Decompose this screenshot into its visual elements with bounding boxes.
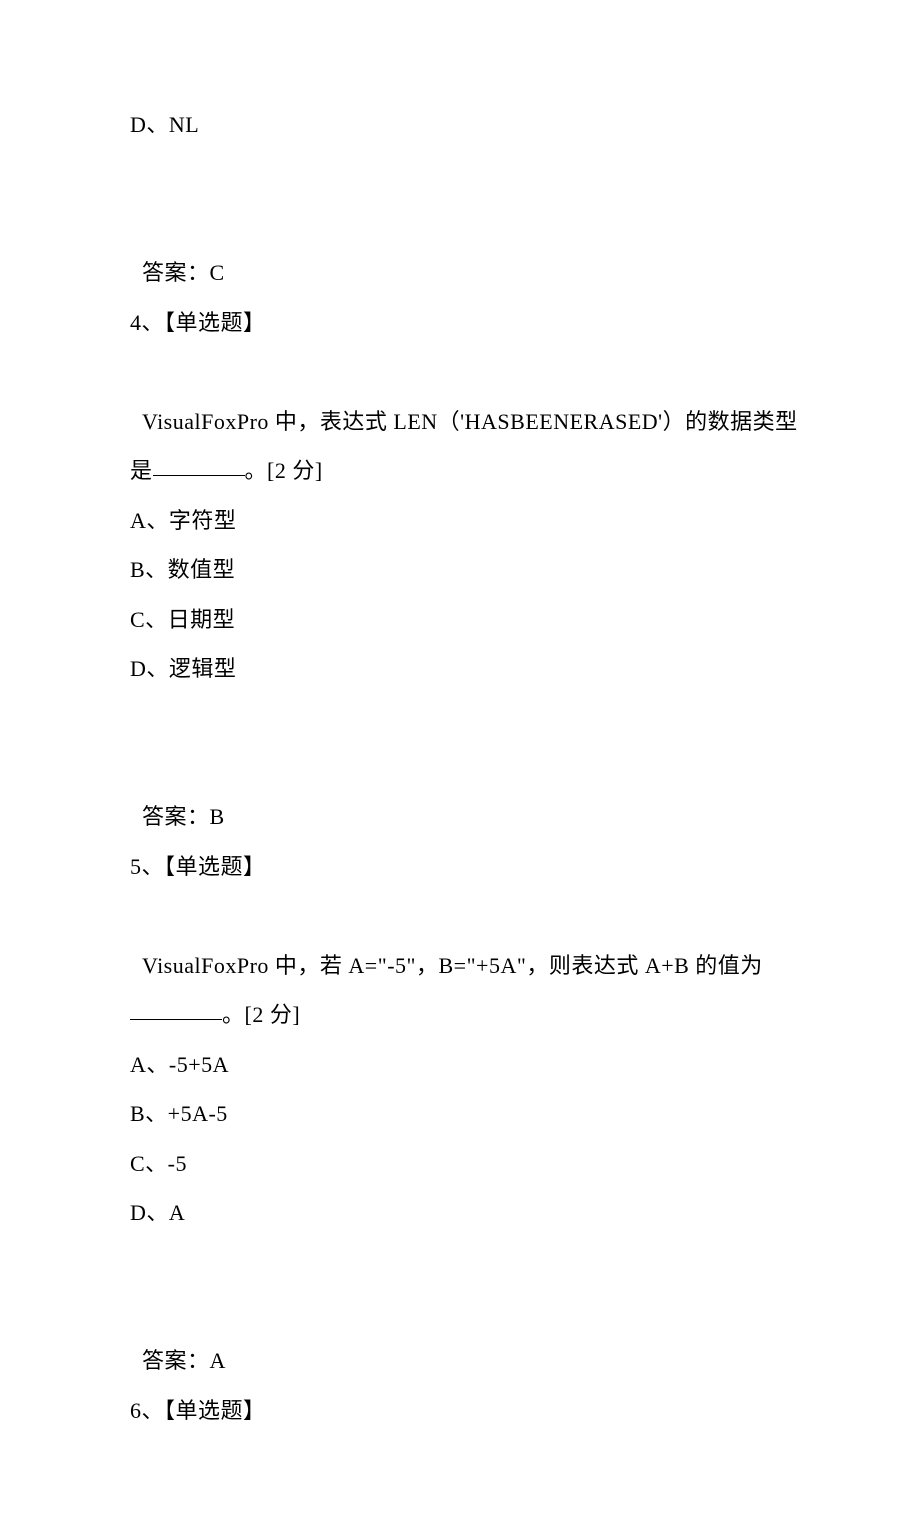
blank-underline: [153, 453, 245, 476]
q4-stem-post: 。[2 分]: [245, 458, 323, 483]
q5-option-a: A、-5+5A: [130, 1040, 800, 1090]
q4-stem: VisualFoxPro 中，表达式 LEN（'HASBEENERASED'）的…: [130, 347, 800, 496]
spacer: [130, 150, 800, 199]
q4-option-d: D、逻辑型: [130, 644, 800, 694]
q5-option-d: D、A: [130, 1188, 800, 1238]
q4-header: 4、【单选题】: [130, 298, 800, 348]
q3-option-d: D、NL: [130, 100, 800, 150]
spacer: [130, 694, 800, 743]
q4-option-a: A、字符型: [130, 496, 800, 546]
q5-header: 5、【单选题】: [130, 842, 800, 892]
q4-answer-line: 答案：B: [130, 743, 800, 842]
spacer: [130, 1238, 800, 1287]
q4-option-c: C、日期型: [130, 595, 800, 645]
answer-label: 答案：: [142, 804, 210, 829]
q5-option-c: C、-5: [130, 1139, 800, 1189]
answer-label: 答案：: [142, 1348, 210, 1373]
blank-underline: [130, 997, 222, 1020]
answer-value: A: [210, 1348, 226, 1373]
q5-answer-line: 答案：A: [130, 1287, 800, 1386]
answer-label: 答案：: [142, 260, 210, 285]
answer-value: B: [210, 804, 225, 829]
q5-stem-pre: VisualFoxPro 中，若 A="-5"，B="+5A"，则表达式 A+B…: [142, 953, 763, 978]
answer-value: C: [210, 260, 225, 285]
q4-option-b: B、数值型: [130, 545, 800, 595]
q5-stem-post: 。[2 分]: [222, 1002, 300, 1027]
q5-option-b: B、+5A-5: [130, 1089, 800, 1139]
q3-answer-line: 答案：C: [130, 199, 800, 298]
q5-stem: VisualFoxPro 中，若 A="-5"，B="+5A"，则表达式 A+B…: [130, 891, 800, 1040]
q6-header: 6、【单选题】: [130, 1386, 800, 1436]
